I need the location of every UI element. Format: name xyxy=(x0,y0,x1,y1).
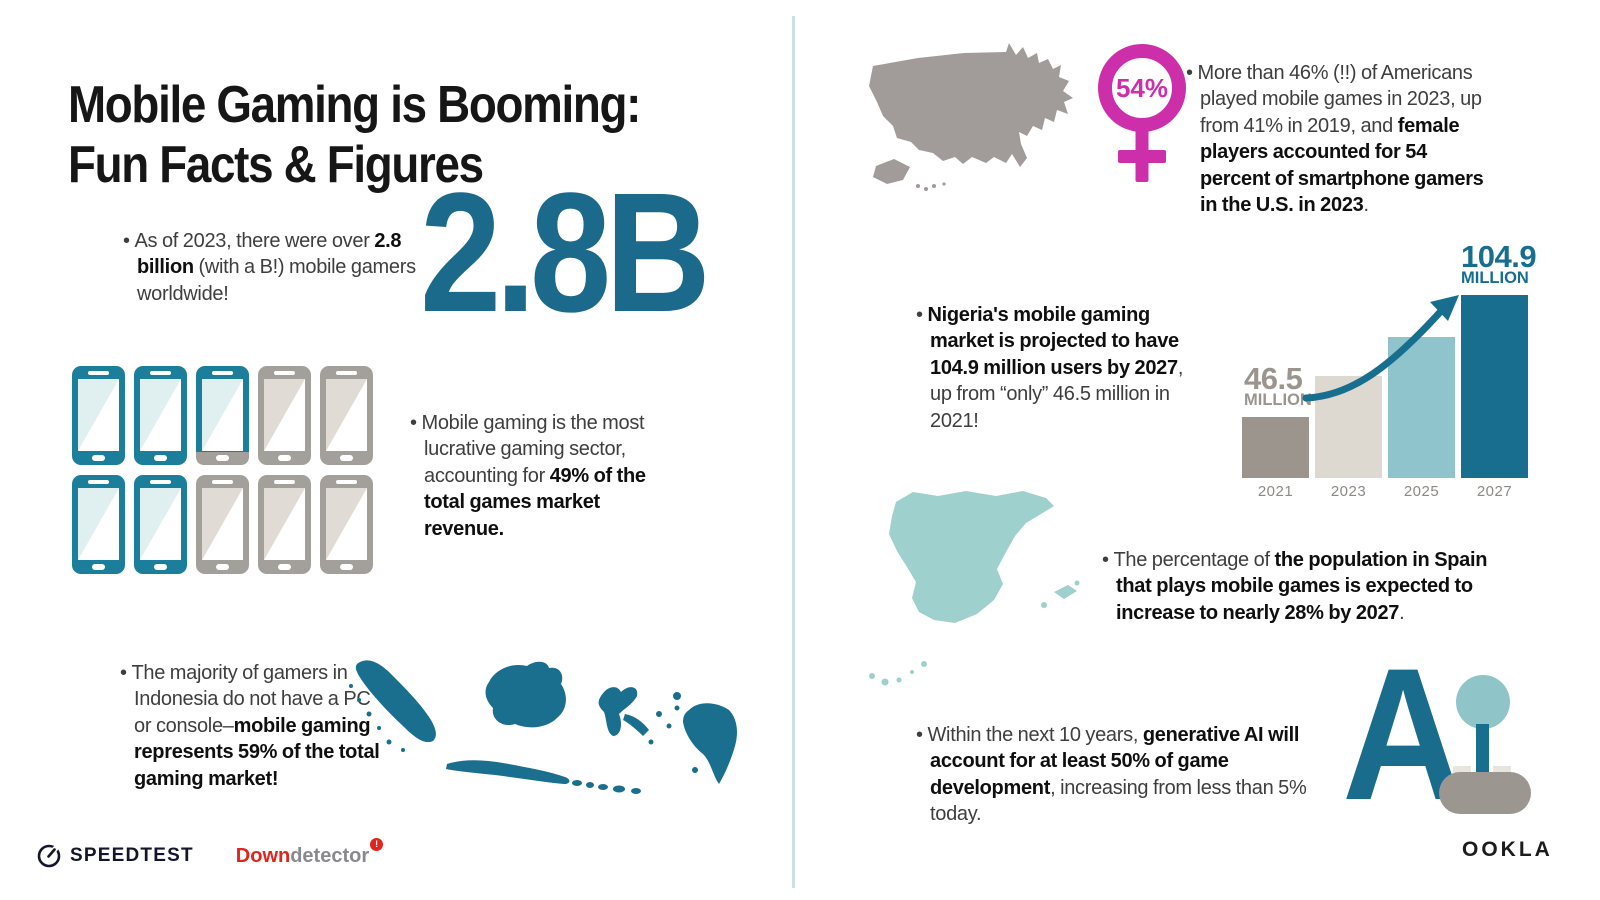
value-label-2027: 104.9 MILLION xyxy=(1461,238,1537,288)
bar-year-label: 2027 xyxy=(1476,483,1513,500)
bullet-generative-ai: Within the next 10 years, generative AI … xyxy=(916,722,1325,828)
bullet-nigeria: Nigeria's mobile gaming market is projec… xyxy=(916,302,1198,434)
phone-icon xyxy=(134,475,187,574)
joystick-icon xyxy=(1439,675,1531,814)
value-2021-unit: MILLION xyxy=(1244,391,1312,410)
bar-2021 xyxy=(1242,417,1309,478)
page-title-line1: Mobile Gaming is Booming: xyxy=(68,75,641,134)
phone-icon xyxy=(196,475,249,574)
bar-2023 xyxy=(1315,376,1382,478)
bar-year-label: 2025 xyxy=(1403,483,1440,500)
phone-icon xyxy=(134,366,187,465)
phone-icon xyxy=(72,366,125,465)
downdetector-logo: Downdetector ! xyxy=(235,837,384,868)
alert-badge-icon: ! xyxy=(370,837,384,851)
bullet-spain: The percentage of the population in Spai… xyxy=(1102,547,1501,626)
female-symbol-icon: 54% xyxy=(1098,44,1186,182)
nigeria-users-bar-chart: 2021 2023 2025 2027 46.5 MILLION 104.9 MILL… xyxy=(1218,241,1537,502)
footer-logos: SPEEDTEST Downdetector ! xyxy=(36,837,384,869)
bullet-gamers-worldwide: As of 2023, there were over 2.8 billion … xyxy=(123,228,419,307)
downdetector-wordmark-down: Down xyxy=(235,844,291,867)
phone-icon xyxy=(258,366,311,465)
phone-icon xyxy=(320,366,373,465)
phone-icon xyxy=(258,475,311,574)
value-2021-number: 46.5 xyxy=(1244,360,1303,396)
bullet-indonesia: The majority of gamers in Indonesia do n… xyxy=(120,660,392,792)
bullet-lucrative: Mobile gaming is the most lucrative gami… xyxy=(410,410,672,542)
speedtest-wordmark: SPEEDTEST xyxy=(70,845,194,866)
downdetector-wordmark-rest: detector xyxy=(290,844,370,867)
ookla-logo: OOKLA xyxy=(1462,838,1553,861)
center-divider xyxy=(792,16,795,888)
phone-icon xyxy=(320,475,373,574)
bar-2027 xyxy=(1461,295,1528,478)
page-title: Mobile Gaming is Booming: Fun Facts & Fi… xyxy=(68,75,641,196)
speedtest-gauge-icon xyxy=(37,844,61,868)
bullet-us-female: More than 46% (!!) of Americans played m… xyxy=(1186,60,1500,218)
female-share-label: 54% xyxy=(1116,73,1168,103)
value-2027-unit: MILLION xyxy=(1461,269,1529,288)
indonesia-map-icon xyxy=(349,660,737,794)
page-title-line2: Fun Facts & Figures xyxy=(68,136,484,195)
spain-map-icon xyxy=(869,491,1080,686)
phone-icon xyxy=(72,475,125,574)
value-label-2021: 46.5 MILLION xyxy=(1244,360,1312,410)
value-2027-number: 104.9 xyxy=(1461,238,1537,274)
big-stat-2-8b: 2.8B xyxy=(420,158,711,348)
bar-year-label: 2023 xyxy=(1330,483,1367,500)
bar-year-label: 2021 xyxy=(1257,483,1294,500)
phone-icon xyxy=(196,366,249,465)
phone-grid xyxy=(72,366,373,574)
bar-2025 xyxy=(1388,337,1455,478)
usa-map-icon xyxy=(869,43,1073,191)
